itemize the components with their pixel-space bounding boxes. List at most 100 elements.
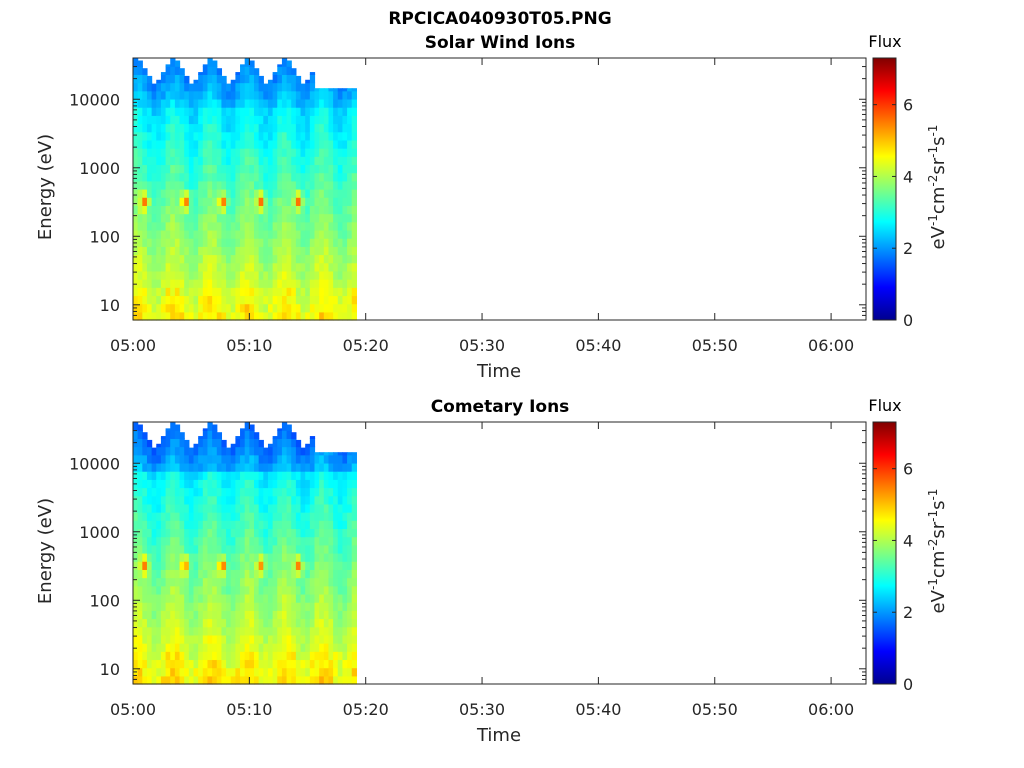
heatmap-cell	[295, 520, 302, 530]
heatmap-cell	[244, 610, 250, 620]
heatmap-cell	[347, 172, 353, 182]
heatmap-cell	[188, 651, 195, 661]
heatmap-cell	[198, 238, 204, 247]
heatmap-cell	[277, 536, 283, 546]
heatmap-cell	[235, 115, 241, 125]
heatmap-cell	[240, 64, 246, 67]
heatmap-cell	[249, 487, 255, 497]
heatmap-cell	[165, 213, 171, 223]
heatmap-cell	[137, 520, 143, 530]
heatmap-cell	[347, 643, 353, 652]
heatmap-cell	[212, 205, 218, 215]
heatmap-cell	[212, 446, 218, 456]
heatmap-cell	[165, 577, 171, 587]
heatmap-cell	[133, 520, 139, 530]
heatmap-cell	[142, 172, 148, 182]
heatmap-cell	[184, 593, 190, 603]
heatmap-cell	[184, 287, 190, 297]
heatmap-cell	[230, 205, 236, 215]
heatmap-cell	[254, 487, 260, 497]
heatmap-cell	[314, 528, 320, 538]
heatmap-cell	[263, 651, 269, 661]
heatmap-cell	[165, 229, 171, 239]
heatmap-cell	[295, 180, 302, 190]
heatmap-cell	[305, 659, 311, 669]
heatmap-cell	[272, 471, 278, 480]
heatmap-cell	[291, 593, 297, 603]
heatmap-cell	[263, 107, 269, 116]
heatmap-cell	[188, 675, 195, 685]
heatmap-cell	[281, 270, 288, 280]
heatmap-cell	[151, 577, 157, 587]
heatmap-cell	[281, 520, 288, 530]
heatmap-cell	[291, 213, 297, 223]
heatmap-cell	[305, 443, 311, 448]
heatmap-cell	[216, 246, 223, 256]
heatmap-cell	[267, 479, 274, 489]
heatmap-cell	[198, 98, 204, 108]
heatmap-cell	[277, 495, 283, 505]
heatmap-cell	[272, 536, 278, 546]
heatmap-cell	[263, 148, 269, 157]
heatmap-cell	[133, 454, 139, 464]
heatmap-cell	[328, 520, 334, 530]
heatmap-cell	[272, 503, 278, 513]
heatmap-cell	[323, 544, 330, 554]
heatmap-cell	[347, 618, 353, 628]
heatmap-cell	[230, 593, 236, 603]
heatmap-cell	[342, 262, 348, 272]
heatmap-cell	[174, 454, 181, 464]
heatmap-cell	[263, 626, 269, 636]
heatmap-cell	[305, 503, 311, 513]
heatmap-cell	[328, 254, 334, 264]
heatmap-cell	[277, 98, 283, 108]
heatmap-cell	[319, 246, 325, 256]
heatmap-cell	[146, 156, 153, 166]
heatmap-cell	[291, 503, 297, 513]
heatmap-cell	[309, 553, 316, 562]
heatmap-cell	[249, 213, 255, 223]
heatmap-cell	[309, 98, 316, 108]
heatmap-cell	[202, 593, 209, 603]
heatmap-cell	[165, 238, 171, 247]
heatmap-cell	[291, 432, 297, 439]
heatmap-cell	[249, 205, 255, 215]
heatmap-cell	[240, 164, 246, 174]
heatmap-cell	[286, 189, 292, 198]
heatmap-cell	[286, 262, 292, 272]
heatmap-cell	[286, 172, 292, 182]
heatmap-cell	[179, 287, 185, 297]
heatmap-cell	[254, 189, 260, 198]
heatmap-cell	[254, 295, 260, 305]
heatmap-cell	[277, 303, 283, 313]
heatmap-cell	[342, 479, 348, 489]
heatmap-cell	[142, 634, 148, 644]
heatmap-cell	[184, 495, 190, 505]
heatmap-cell	[249, 602, 255, 611]
heatmap-cell	[272, 634, 278, 644]
heatmap-cell	[314, 246, 320, 256]
heatmap-cell	[160, 626, 167, 636]
heatmap-cell	[258, 577, 264, 587]
heatmap-cell	[221, 659, 227, 669]
heatmap-cell	[337, 577, 344, 587]
heatmap-cell	[235, 471, 241, 480]
heatmap-cell	[244, 139, 250, 149]
heatmap-cell	[328, 452, 334, 456]
heatmap-cell	[230, 536, 236, 546]
heatmap-cell	[207, 172, 213, 182]
heatmap-cell	[337, 561, 344, 570]
heatmap-cell	[151, 205, 157, 215]
heatmap-cell	[272, 131, 278, 141]
heatmap-cell	[244, 262, 250, 272]
heatmap-cell	[295, 123, 302, 133]
heatmap-cell	[337, 667, 344, 677]
heatmap-cell	[188, 479, 195, 489]
heatmap-cell	[267, 675, 274, 685]
heatmap-cell	[142, 221, 148, 231]
heatmap-cell	[160, 610, 167, 620]
heatmap-cell	[142, 675, 148, 685]
heatmap-cell	[212, 651, 218, 661]
heatmap-cell	[309, 446, 316, 456]
heatmap-cell	[267, 156, 274, 166]
